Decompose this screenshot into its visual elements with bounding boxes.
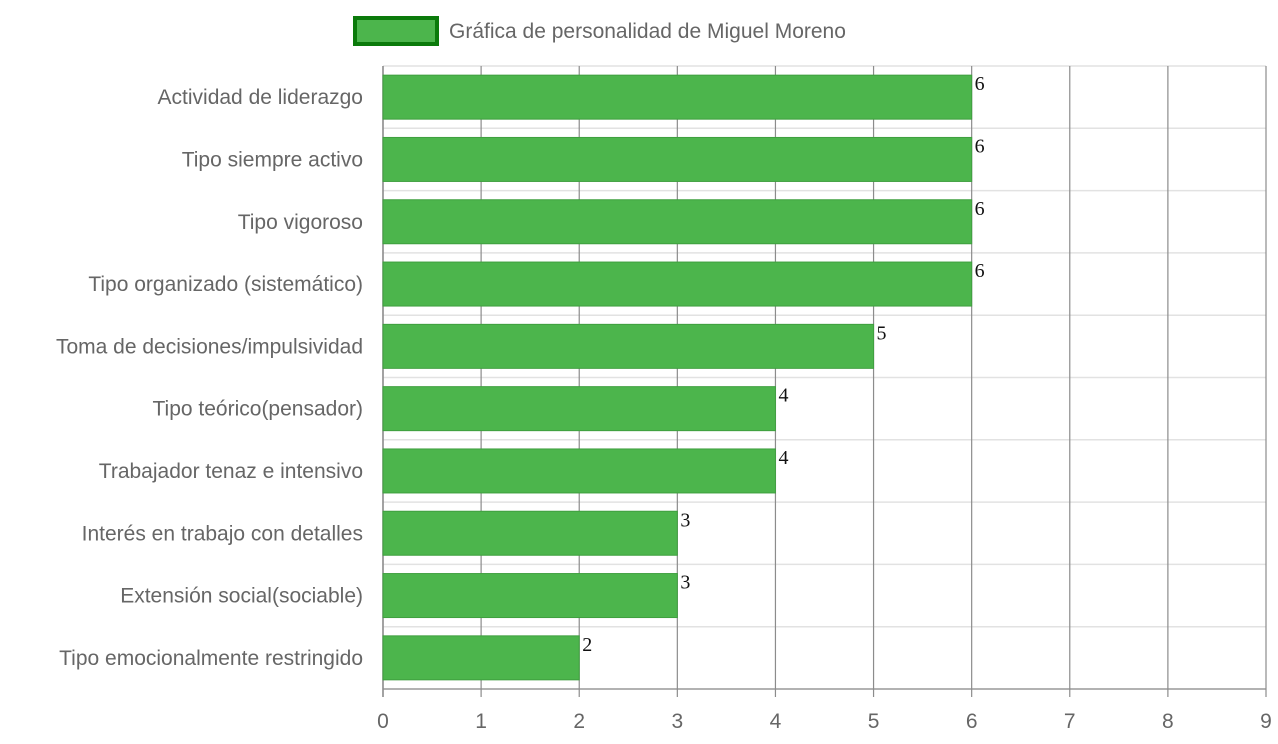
bar[interactable] bbox=[382, 510, 678, 556]
data-label: 6 bbox=[975, 135, 985, 157]
x-tick-label: 6 bbox=[966, 710, 978, 733]
data-label: 3 bbox=[680, 509, 690, 531]
data-label: 4 bbox=[778, 447, 788, 469]
x-tick-label: 7 bbox=[1064, 710, 1076, 733]
category-label: Interés en trabajo con detalles bbox=[82, 522, 363, 545]
data-label: 6 bbox=[975, 260, 985, 282]
data-labels: 6 6 6 6 5 4 4 3 3 2 bbox=[582, 73, 984, 656]
data-label: 6 bbox=[975, 73, 985, 95]
bar[interactable] bbox=[382, 635, 580, 681]
category-label: Tipo vigoroso bbox=[238, 211, 363, 234]
x-tick-label: 2 bbox=[573, 710, 585, 733]
bars bbox=[382, 74, 973, 681]
bar[interactable] bbox=[382, 448, 776, 494]
data-label: 6 bbox=[975, 198, 985, 220]
x-tick-label: 1 bbox=[475, 710, 487, 733]
data-label: 3 bbox=[680, 572, 690, 594]
category-label: Tipo teórico(pensador) bbox=[153, 398, 364, 421]
bar[interactable] bbox=[382, 199, 973, 245]
x-tick-label: 5 bbox=[868, 710, 880, 733]
category-label: Tipo organizado (sistemático) bbox=[88, 273, 363, 296]
data-label: 4 bbox=[778, 385, 788, 407]
bar[interactable] bbox=[382, 136, 973, 182]
legend[interactable]: Gráfica de personalidad de Miguel Moreno bbox=[353, 16, 846, 46]
x-tick-label: 3 bbox=[671, 710, 683, 733]
category-label: Tipo siempre activo bbox=[182, 148, 363, 171]
data-label: 2 bbox=[582, 634, 592, 656]
bar[interactable] bbox=[382, 261, 973, 307]
legend-label: Gráfica de personalidad de Miguel Moreno bbox=[449, 20, 846, 43]
x-tick-label: 9 bbox=[1260, 710, 1272, 733]
data-label: 5 bbox=[877, 322, 887, 344]
x-axis-ticks: 0 1 2 3 4 5 6 7 8 9 bbox=[377, 710, 1272, 733]
legend-swatch bbox=[353, 16, 439, 46]
category-label: Toma de decisiones/impulsividad bbox=[56, 335, 363, 358]
x-tick-label: 8 bbox=[1162, 710, 1174, 733]
category-label: Tipo emocionalmente restringido bbox=[59, 647, 363, 670]
x-tick-label: 0 bbox=[377, 710, 389, 733]
category-label: Extensión social(sociable) bbox=[120, 585, 363, 608]
bar[interactable] bbox=[382, 323, 875, 369]
bar[interactable] bbox=[382, 386, 776, 432]
bar[interactable] bbox=[382, 573, 678, 619]
x-tick-label: 4 bbox=[770, 710, 782, 733]
category-labels: Actividad de liderazgo Tipo siempre activ… bbox=[56, 86, 363, 670]
category-label: Trabajador tenaz e intensivo bbox=[99, 460, 363, 483]
bar[interactable] bbox=[382, 74, 973, 120]
category-label: Actividad de liderazgo bbox=[158, 86, 363, 109]
